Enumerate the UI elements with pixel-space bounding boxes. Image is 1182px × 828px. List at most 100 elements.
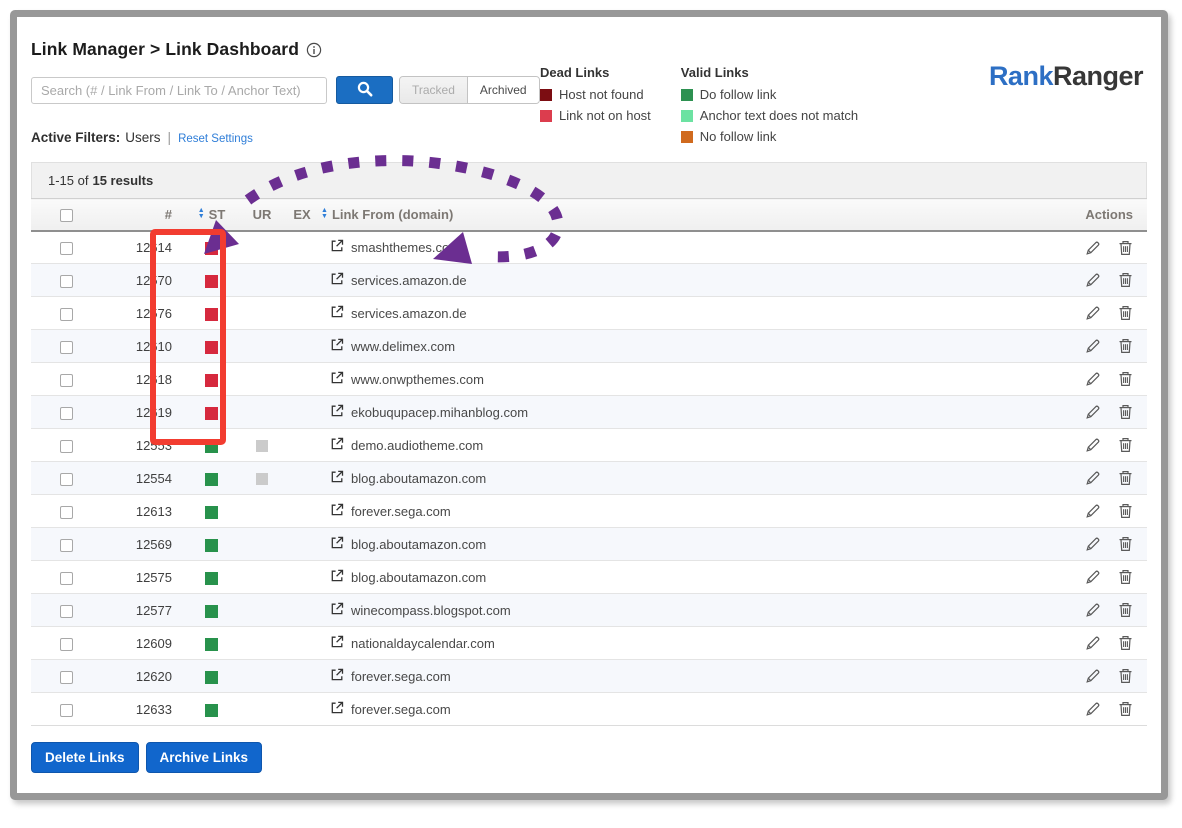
search-input[interactable] [31,76,327,104]
domain-text: services.amazon.de [351,272,467,288]
row-checkbox[interactable] [59,241,73,255]
delete-icon[interactable] [1118,569,1133,585]
table-row: 12619 ekobuqupacep.mihanblog.com [31,395,1147,429]
info-icon[interactable] [306,42,322,58]
delete-icon[interactable] [1118,305,1133,321]
row-id: 12570 [101,263,182,297]
domain-link[interactable]: demo.audiotheme.com [321,437,1067,453]
ex-cell [283,362,321,396]
domain-link[interactable]: services.amazon.de [321,305,1067,321]
edit-icon[interactable] [1085,338,1101,354]
delete-icon[interactable] [1118,338,1133,354]
domain-link[interactable]: winecompass.blogspot.com [321,602,1067,618]
column-header-actions: Actions [1067,198,1147,232]
row-checkbox[interactable] [59,439,73,453]
row-checkbox[interactable] [59,307,73,321]
edit-icon[interactable] [1085,668,1101,684]
domain-link[interactable]: forever.sega.com [321,503,1067,519]
domain-link[interactable]: forever.sega.com [321,701,1067,717]
row-id: 12609 [101,626,182,660]
search-icon [356,80,374,101]
domain-link[interactable]: blog.aboutamazon.com [321,569,1067,585]
edit-icon[interactable] [1085,536,1101,552]
column-header-ur[interactable]: UR [241,198,283,232]
delete-icon[interactable] [1118,701,1133,717]
breadcrumb-page: Link Dashboard [165,39,299,59]
sort-icon-link-from[interactable]: ▲ ▼ [321,207,328,221]
table-row: 12609 nationaldaycalendar.com [31,626,1147,660]
delete-icon[interactable] [1118,371,1133,387]
edit-icon[interactable] [1085,404,1101,420]
delete-icon[interactable] [1118,635,1133,651]
legend-item: Do follow link [680,87,858,102]
domain-text: blog.aboutamazon.com [351,569,487,585]
reset-settings-link[interactable]: Reset Settings [178,133,253,145]
delete-icon[interactable] [1118,536,1133,552]
delete-icon[interactable] [1118,272,1133,288]
domain-link[interactable]: forever.sega.com [321,668,1067,684]
edit-icon[interactable] [1085,371,1101,387]
row-checkbox[interactable] [59,340,73,354]
domain-link[interactable]: www.onwpthemes.com [321,371,1067,387]
row-checkbox[interactable] [59,505,73,519]
delete-icon[interactable] [1118,437,1133,453]
delete-icon[interactable] [1118,470,1133,486]
domain-link[interactable]: blog.aboutamazon.com [321,536,1067,552]
row-checkbox[interactable] [59,274,73,288]
ex-cell [283,626,321,660]
delete-icon[interactable] [1118,240,1133,256]
toggle-tracked[interactable]: Tracked [400,77,467,103]
delete-icon[interactable] [1118,668,1133,684]
row-checkbox[interactable] [59,637,73,651]
select-all-checkbox[interactable] [59,208,73,222]
column-header-id[interactable]: # [101,198,182,232]
domain-text: blog.aboutamazon.com [351,536,487,552]
domain-link[interactable]: ekobuqupacep.mihanblog.com [321,404,1067,420]
row-checkbox[interactable] [59,703,73,717]
delete-icon[interactable] [1118,404,1133,420]
column-header-ex[interactable]: EX [283,198,321,232]
legend-valid-links: Valid Links Do follow link Anchor text d… [680,65,859,150]
domain-link[interactable]: www.delimex.com [321,338,1067,354]
domain-link[interactable]: services.amazon.de [321,272,1067,288]
row-checkbox[interactable] [59,538,73,552]
edit-icon[interactable] [1085,602,1101,618]
edit-icon[interactable] [1085,503,1101,519]
row-checkbox[interactable] [59,406,73,420]
row-checkbox[interactable] [59,571,73,585]
row-checkbox[interactable] [59,472,73,486]
row-id: 12619 [101,395,182,429]
legend-label: Host not found [559,87,644,102]
edit-icon[interactable] [1085,240,1101,256]
domain-link[interactable]: smashthemes.com [321,239,1067,255]
edit-icon[interactable] [1085,569,1101,585]
ex-cell [283,659,321,693]
toggle-archived[interactable]: Archived [466,77,539,103]
delete-icon[interactable] [1118,602,1133,618]
row-checkbox[interactable] [59,604,73,618]
domain-text: www.onwpthemes.com [351,371,484,387]
external-link-icon [331,305,344,321]
row-checkbox[interactable] [59,670,73,684]
search-button[interactable] [336,76,393,104]
sort-icon-st[interactable]: ▲ ▼ [197,207,205,221]
table-row: 12554 blog.aboutamazon.com [31,461,1147,495]
domain-link[interactable]: blog.aboutamazon.com [321,470,1067,486]
delete-links-button[interactable]: Delete Links [31,742,139,773]
row-checkbox[interactable] [59,373,73,387]
edit-icon[interactable] [1085,470,1101,486]
domain-link[interactable]: nationaldaycalendar.com [321,635,1067,651]
archive-links-button[interactable]: Archive Links [145,742,263,773]
column-header-st[interactable]: ST [208,206,226,222]
edit-icon[interactable] [1085,635,1101,651]
legend-label: Anchor text does not match [699,108,859,123]
column-header-link-from[interactable]: Link From (domain) [331,206,454,222]
edit-icon[interactable] [1085,701,1101,717]
delete-icon[interactable] [1118,503,1133,519]
ex-cell [283,231,321,264]
table-row: 12553 demo.audiotheme.com [31,428,1147,462]
ur-square [256,473,268,486]
edit-icon[interactable] [1085,305,1101,321]
edit-icon[interactable] [1085,272,1101,288]
edit-icon[interactable] [1085,437,1101,453]
